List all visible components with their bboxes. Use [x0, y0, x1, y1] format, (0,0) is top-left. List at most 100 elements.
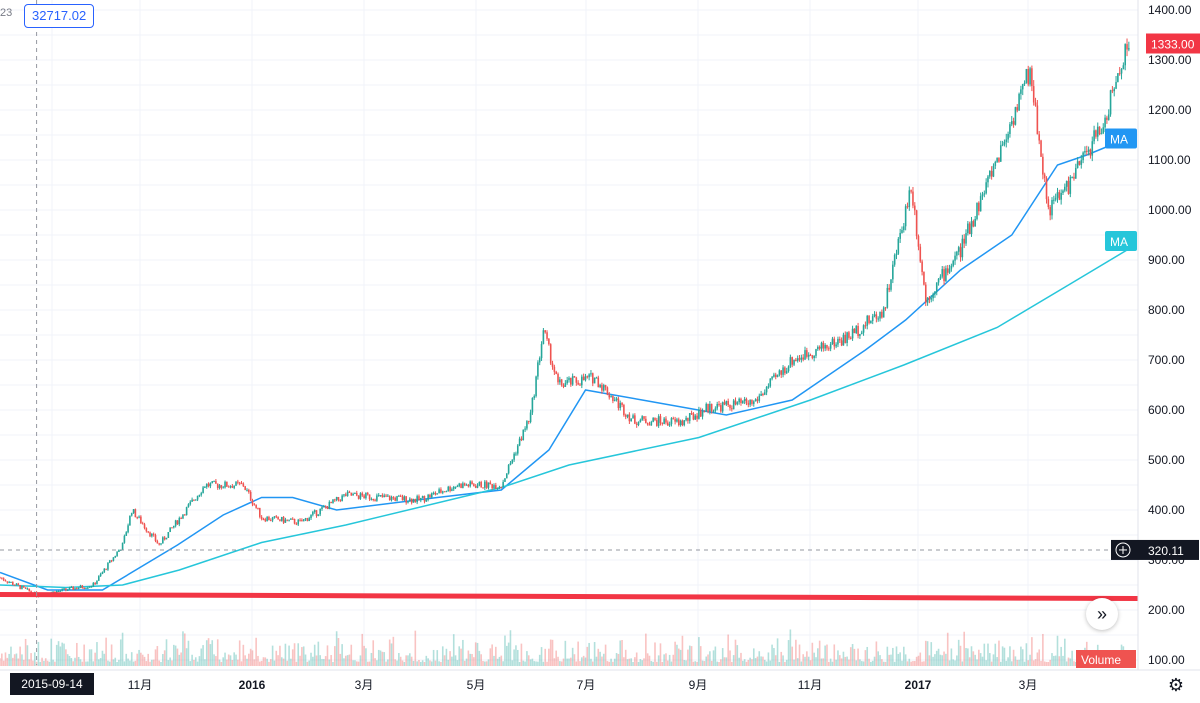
- volume-bar: [209, 644, 212, 666]
- volume-bar: [864, 650, 867, 666]
- volume-bar: [474, 642, 477, 666]
- candle-body: [359, 493, 362, 499]
- volume-bar: [913, 661, 916, 666]
- candle-body: [17, 583, 20, 586]
- volume-bar: [829, 658, 832, 666]
- price-tick-label: 900.00: [1148, 253, 1185, 267]
- gear-icon[interactable]: ⚙: [1167, 674, 1185, 695]
- volume-bar: [881, 659, 883, 666]
- candle-body: [438, 489, 440, 494]
- volume-bar: [348, 654, 351, 666]
- volume-bar: [784, 661, 786, 666]
- volume-bar: [1062, 655, 1064, 666]
- candle-body: [551, 363, 554, 367]
- volume-bar: [945, 653, 947, 666]
- volume-bar: [932, 656, 934, 666]
- volume-bar: [63, 643, 65, 666]
- volume-bar: [297, 643, 300, 666]
- candle-body: [892, 264, 894, 280]
- volume-bar: [17, 658, 20, 666]
- volume-bar: [996, 657, 998, 666]
- candle-body: [701, 411, 704, 417]
- candle-body: [537, 362, 539, 377]
- volume-bar: [588, 642, 590, 666]
- candle-body: [269, 520, 272, 522]
- volume-bar: [599, 651, 601, 666]
- volume-bar: [451, 656, 453, 666]
- candle-body: [791, 357, 794, 365]
- volume-bar: [688, 645, 691, 666]
- candle-body: [288, 519, 290, 521]
- candle-body: [165, 537, 168, 540]
- candle-body: [193, 499, 195, 501]
- volume-bar: [643, 658, 645, 666]
- candle-body: [540, 344, 543, 359]
- volume-bar: [758, 651, 761, 666]
- candle-body: [511, 459, 514, 464]
- volume-bar: [383, 652, 386, 666]
- volume-bar: [306, 661, 309, 666]
- volume-bar: [769, 660, 772, 666]
- volume-bar: [328, 659, 331, 666]
- candle-body: [571, 376, 574, 385]
- volume-bar: [253, 659, 256, 666]
- volume-bar: [242, 644, 245, 666]
- candle-body: [414, 499, 417, 503]
- candle-body: [1124, 44, 1126, 66]
- volume-bar: [546, 661, 548, 666]
- volume-bar: [820, 658, 823, 666]
- scroll-to-realtime-button[interactable]: »: [1086, 598, 1118, 630]
- candle-body: [548, 338, 550, 345]
- volume-bar: [1, 653, 3, 666]
- volume-bar: [77, 656, 80, 666]
- volume-bar: [4, 652, 7, 666]
- volume-bar: [793, 659, 795, 666]
- volume-bar: [484, 661, 486, 666]
- candle-body: [623, 405, 625, 416]
- volume-bar: [919, 652, 922, 666]
- volume-bar: [1065, 661, 1068, 666]
- candle-body: [187, 504, 190, 508]
- candle-body: [140, 516, 142, 524]
- volume-bar: [129, 660, 131, 666]
- volume-bar: [981, 656, 984, 666]
- volume-bar: [169, 657, 171, 666]
- volume-bar: [818, 640, 821, 666]
- time-axis[interactable]: 11月 2016 3月 5月 7月 9月 11月 2017 3月: [0, 669, 1200, 692]
- crosshair-date-label: 2015-09-14: [10, 673, 94, 695]
- candle-body: [132, 509, 135, 514]
- volume-bar: [705, 656, 708, 666]
- candle-body: [897, 238, 900, 254]
- candle-body: [467, 484, 470, 487]
- candle-body: [635, 423, 638, 425]
- volume-bar: [571, 647, 574, 666]
- candle-body: [912, 191, 914, 206]
- volume-bar: [1058, 656, 1061, 666]
- price-axis[interactable]: 1400.00 1300.00 1200.00 1100.00 1000.00 900.0…: [1076, 3, 1200, 668]
- candle-body: [538, 358, 541, 363]
- candle-body: [848, 332, 850, 338]
- volume-bar: [1053, 655, 1055, 666]
- volume-bar: [421, 660, 424, 666]
- volume-bar: [765, 661, 768, 666]
- volume-bar: [79, 659, 82, 666]
- volume-bar: [597, 648, 600, 666]
- volume-bar: [211, 640, 214, 666]
- candle-body: [663, 418, 665, 424]
- volume-bar: [526, 651, 528, 666]
- candle-body: [1102, 127, 1105, 134]
- volume-bar: [924, 640, 927, 666]
- volume-bar: [527, 655, 530, 666]
- volume-bar: [162, 654, 164, 666]
- volume-bar: [725, 657, 728, 666]
- candle-body: [357, 495, 360, 499]
- candle-body: [129, 515, 131, 526]
- candle-body: [522, 429, 525, 441]
- candle-body: [1096, 126, 1099, 137]
- price-tick-label: 200.00: [1148, 603, 1185, 617]
- volume-bar: [720, 659, 722, 666]
- volume-bar: [952, 659, 955, 666]
- candle-body: [648, 424, 651, 426]
- candle-body: [482, 487, 484, 489]
